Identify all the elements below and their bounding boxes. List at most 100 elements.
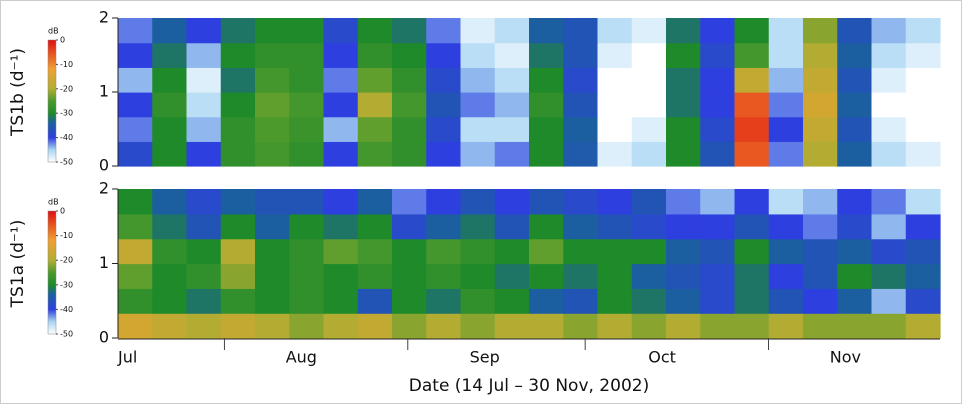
x-tick-label: Nov	[830, 348, 861, 367]
heat-cell	[426, 42, 462, 68]
heat-cell	[837, 189, 873, 215]
heat-cell	[597, 18, 633, 44]
heat-cell	[118, 263, 153, 289]
heat-cell	[700, 313, 736, 339]
heat-cell	[118, 18, 153, 44]
heat-cell	[837, 116, 873, 142]
heat-cell	[357, 213, 393, 240]
heat-cell	[871, 288, 907, 314]
heat-cell	[289, 42, 325, 68]
heat-cell	[460, 238, 496, 265]
heat-cell	[871, 92, 907, 118]
heat-cell	[220, 238, 256, 265]
heat-cell	[666, 42, 701, 68]
y-axis-label: TS1a (d⁻¹)	[8, 220, 28, 309]
heat-cell	[323, 238, 359, 265]
heat-cell	[289, 67, 325, 93]
heat-cell	[563, 92, 599, 118]
heat-cell	[597, 263, 633, 289]
heat-cell	[426, 67, 462, 93]
heat-cell	[152, 116, 188, 142]
heat-cell	[494, 288, 530, 314]
heat-cell	[357, 263, 393, 289]
y-axis-label: TS1b (d⁻¹)	[8, 48, 28, 137]
heat-cell	[905, 116, 941, 142]
heat-cell	[734, 238, 770, 265]
y-tick-label: 1	[99, 82, 109, 101]
colorbar-tick-label: -30	[60, 109, 73, 118]
heat-cell	[631, 92, 667, 118]
heat-cell	[905, 313, 941, 339]
heat-cell	[563, 141, 599, 167]
heat-cell	[357, 42, 393, 68]
heat-cell	[220, 263, 256, 289]
heat-cell	[289, 116, 325, 142]
heat-cell	[768, 42, 804, 68]
heat-cell	[597, 238, 633, 265]
heat-cell	[871, 42, 907, 68]
heat-cell	[494, 42, 530, 68]
heat-cell	[597, 213, 633, 240]
heat-cell	[837, 288, 873, 314]
heat-cell	[255, 263, 290, 289]
heat-cell	[803, 288, 838, 314]
heat-cell	[255, 313, 290, 339]
heat-cell	[392, 116, 427, 142]
heat-cell	[392, 18, 427, 44]
heat-cell	[563, 213, 599, 240]
heat-cell	[803, 141, 838, 167]
heat-cell	[631, 313, 667, 339]
heat-cell	[837, 18, 873, 44]
heat-cell	[700, 263, 736, 289]
heat-cell	[700, 238, 736, 265]
heat-cell	[529, 18, 564, 44]
heat-cell	[837, 92, 873, 118]
heat-cell	[152, 67, 188, 93]
colorbar-tick-label: -30	[60, 280, 73, 289]
heat-cell	[734, 116, 770, 142]
x-tick-label: Oct	[648, 348, 676, 367]
heat-cell	[289, 313, 325, 339]
heat-cell	[426, 288, 462, 314]
heat-cell	[118, 92, 153, 118]
heat-cell	[700, 213, 736, 240]
heat-cell	[563, 116, 599, 142]
heat-cell	[460, 18, 496, 44]
heat-cell	[118, 67, 153, 93]
heat-cell	[289, 189, 325, 215]
heat-cell	[905, 42, 941, 68]
heat-cell	[734, 18, 770, 44]
heat-cell	[392, 238, 427, 265]
heat-cell	[289, 213, 325, 240]
heat-cell	[255, 67, 290, 93]
heat-cell	[871, 213, 907, 240]
heat-cell	[152, 189, 188, 215]
heat-cell	[460, 189, 496, 215]
heat-cell	[803, 116, 838, 142]
heat-cell	[392, 313, 427, 339]
heat-cell	[357, 189, 393, 215]
heat-cell	[460, 92, 496, 118]
heat-cell	[357, 238, 393, 265]
heat-cell	[700, 189, 736, 215]
heat-cell	[323, 67, 359, 93]
heat-cell	[768, 288, 804, 314]
heat-cell	[734, 92, 770, 118]
heat-cell	[871, 189, 907, 215]
heat-cell	[494, 18, 530, 44]
heat-cell	[255, 238, 290, 265]
heat-cell	[186, 42, 222, 68]
heat-cell	[871, 313, 907, 339]
heat-cell	[186, 238, 222, 265]
heat-cell	[837, 42, 873, 68]
heat-cell	[392, 213, 427, 240]
heat-cell	[666, 18, 701, 44]
y-tick-label: 0	[99, 156, 109, 175]
heat-cell	[803, 238, 838, 265]
heat-cell	[666, 288, 701, 314]
heat-cell	[460, 141, 496, 167]
heat-cell	[118, 42, 153, 68]
heat-cell	[803, 189, 838, 215]
colorbar-tick-label: -20	[60, 84, 73, 93]
heat-cell	[460, 42, 496, 68]
